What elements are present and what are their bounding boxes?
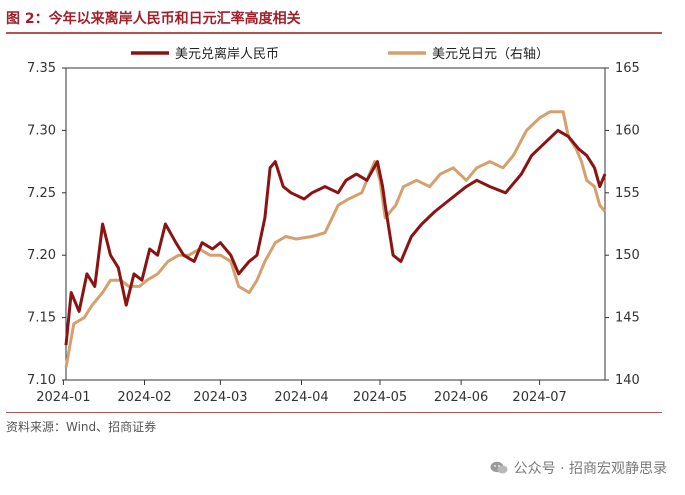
x-tick-label: 2024-06 xyxy=(434,390,488,405)
y-right-tick-label: 160 xyxy=(615,123,640,138)
x-tick-label: 2024-07 xyxy=(512,390,566,405)
y-right-tick-label: 155 xyxy=(615,186,640,201)
x-tick-label: 2024-03 xyxy=(193,390,247,405)
x-tick-label: 2024-04 xyxy=(274,390,328,405)
chart: 7.10 7.15 7.20 7.25 7.30 7.35 140 145 150 155 160 1… xyxy=(27,46,640,405)
watermark-text: 公众号 · 招商宏观静思录 xyxy=(513,461,667,477)
x-tick-label: 2024-02 xyxy=(117,390,171,405)
legend: 美元兑离岸人民币 美元兑日元（右轴） xyxy=(131,46,549,62)
y-left-tick-label: 7.25 xyxy=(27,186,56,201)
x-tick-label: 2024-05 xyxy=(353,390,407,405)
y-right-tick-label: 140 xyxy=(615,373,640,388)
figure-title: 图 2：今年以来离岸人民币和日元汇率高度相关 xyxy=(6,11,301,27)
wechat-icon xyxy=(490,461,508,474)
y-right-tick-label: 165 xyxy=(615,61,640,76)
y-left-tick-label: 7.20 xyxy=(27,248,56,263)
watermark: 公众号 · 招商宏观静思录 xyxy=(490,458,667,478)
y-left-tick-label: 7.30 xyxy=(27,123,56,138)
legend-label: 美元兑离岸人民币 xyxy=(175,46,279,62)
y-left-tick-label: 7.35 xyxy=(27,61,56,76)
y-right-tick-label: 145 xyxy=(615,311,640,326)
axes: 7.10 7.15 7.20 7.25 7.30 7.35 140 145 150 155 160 1… xyxy=(27,61,640,405)
legend-label: 美元兑日元（右轴） xyxy=(432,47,549,62)
series-line-usdcnh xyxy=(64,128,607,346)
title-divider xyxy=(6,32,662,34)
y-right-tick-label: 150 xyxy=(615,248,640,263)
x-tick-label: 2024-01 xyxy=(36,390,90,405)
plot-frame xyxy=(65,67,606,381)
y-left-tick-label: 7.15 xyxy=(27,311,56,326)
source-divider xyxy=(6,412,662,413)
series-line-usdjpy xyxy=(64,110,607,368)
y-left-tick-label: 7.10 xyxy=(27,373,56,388)
source-note: 资料来源：Wind、招商证券 xyxy=(6,420,157,434)
series-lines xyxy=(64,110,607,368)
